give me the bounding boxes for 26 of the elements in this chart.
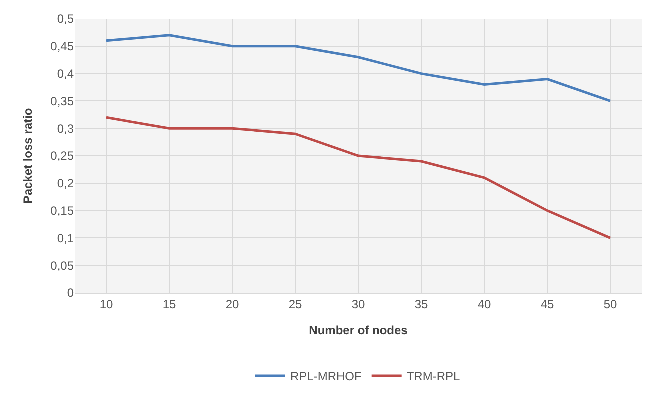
line-series	[105, 34, 612, 102]
x-tick-label: 10	[100, 297, 114, 312]
x-tick-label: 20	[226, 297, 240, 312]
x-tick-label: 50	[604, 297, 618, 312]
x-tick-label: 30	[352, 297, 366, 312]
y-tick-label: 0,5	[57, 12, 74, 26]
x-tick-label: 35	[414, 297, 428, 312]
y-tick-label: 0,15	[50, 204, 74, 218]
y-tick-label: 0,05	[50, 258, 74, 273]
y-axis-title: Packet loss ratio	[20, 108, 35, 204]
x-tick-label: 45	[540, 297, 554, 312]
y-tick-label: 0,25	[50, 149, 74, 164]
y-tick-label: 0,45	[50, 40, 74, 54]
legend-label: TRM-RPL	[406, 370, 460, 384]
line-series	[105, 116, 612, 240]
y-tick-label: 0,35	[50, 94, 74, 108]
x-axis-title: Number of nodes	[309, 323, 408, 338]
y-tick-label: 0,1	[57, 231, 74, 246]
y-tick-label: 0	[67, 286, 74, 300]
y-tick-label: 0,3	[57, 122, 74, 136]
x-tick-label: 15	[162, 297, 176, 312]
x-tick-label: 25	[288, 297, 302, 312]
legend-label: RPL-MRHOF	[290, 370, 362, 384]
y-tick-label: 0,2	[57, 176, 74, 191]
x-tick-label: 40	[478, 297, 492, 312]
y-tick-label: 0,4	[57, 67, 74, 81]
